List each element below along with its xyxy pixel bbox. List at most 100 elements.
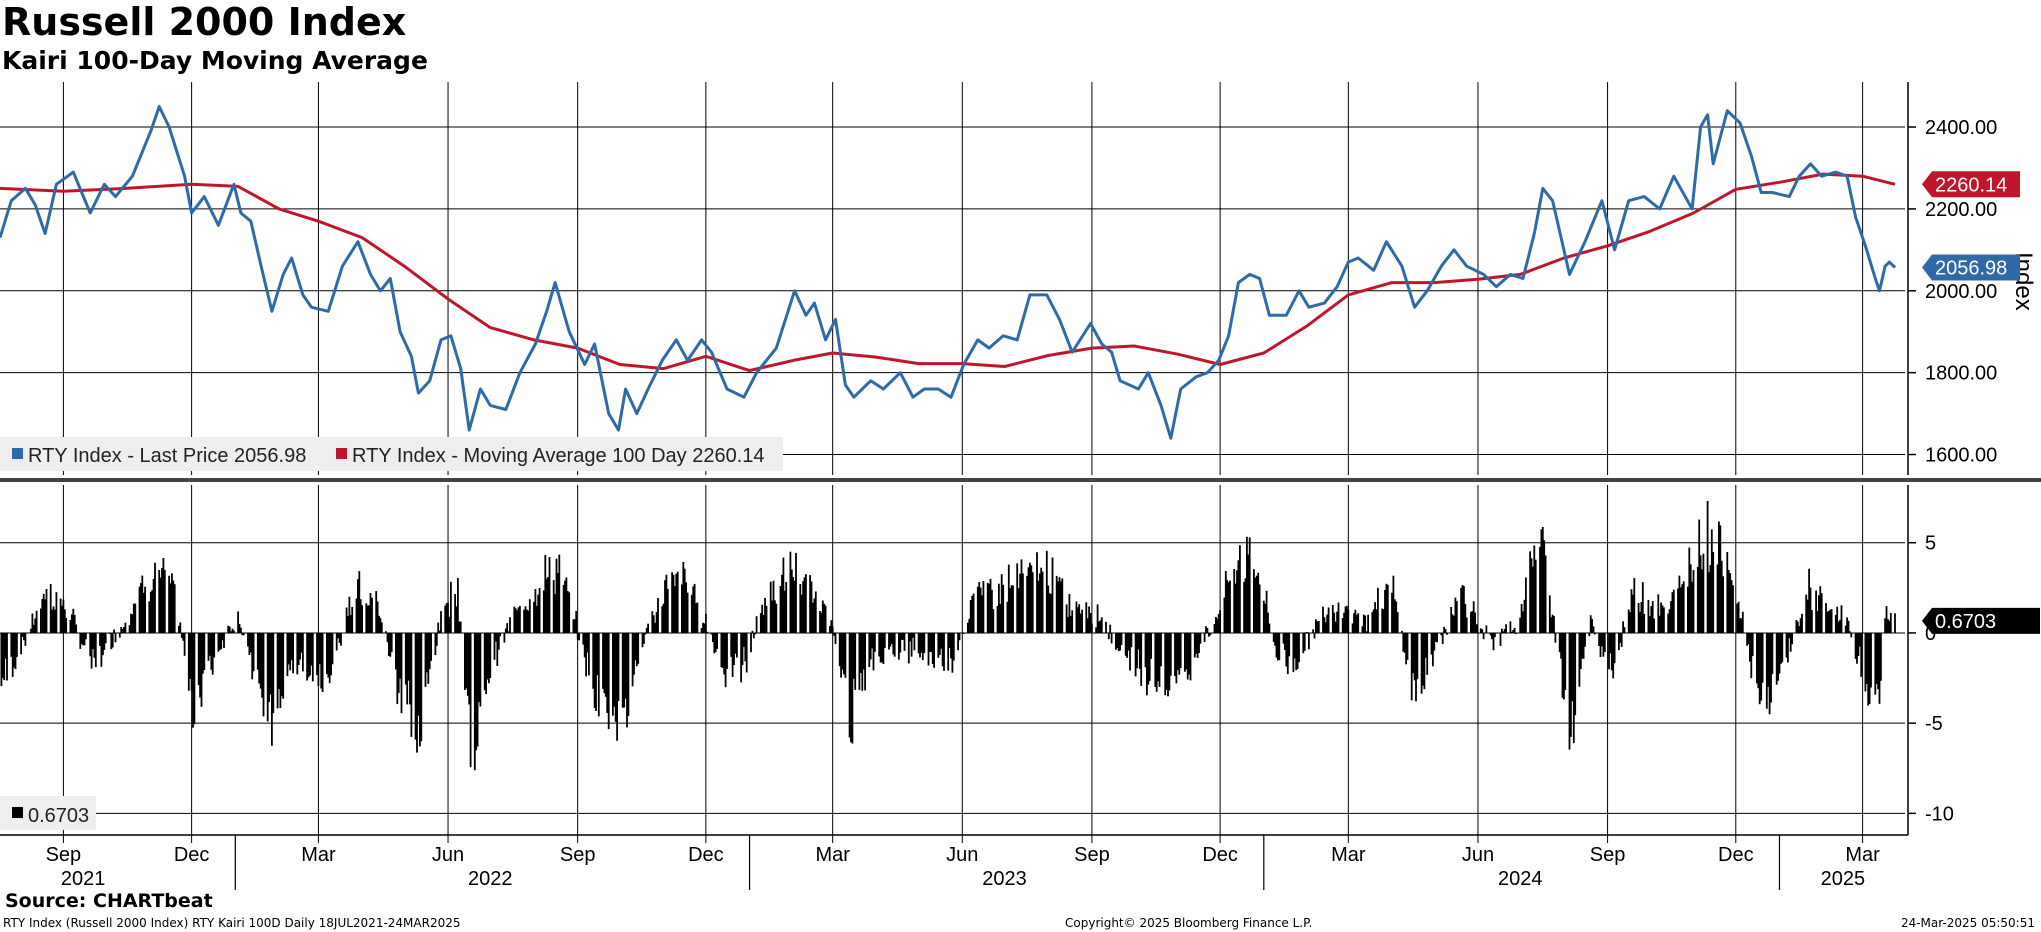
x-tick-label: Sep — [560, 844, 596, 866]
kairi-bar — [812, 602, 814, 633]
kairi-bar — [555, 558, 558, 633]
kairi-bar — [1627, 609, 1630, 633]
kairi-bar — [369, 593, 372, 633]
kairi-bar — [1519, 617, 1522, 633]
kairi-bar — [1809, 587, 1812, 633]
kairi-bar — [1584, 632, 1586, 647]
kairi-bar — [996, 606, 999, 633]
kairi-bar — [1150, 632, 1152, 659]
kairi-bar — [573, 619, 576, 633]
legend-label: RTY Index - Moving Average 100 Day 2260.… — [352, 445, 765, 467]
kairi-bar — [1858, 632, 1861, 647]
kairi-bar — [154, 562, 156, 633]
kairi-bar — [203, 632, 206, 670]
kairi-bar — [1781, 632, 1784, 663]
kairi-bar — [888, 632, 890, 650]
kairi-bar — [1391, 592, 1393, 633]
kairi-bar — [978, 582, 981, 633]
kairi-bar — [1117, 632, 1120, 652]
kairi-bar — [1760, 632, 1763, 701]
kairi-bar — [1000, 574, 1003, 633]
kairi-bar — [1272, 632, 1275, 642]
kairi-bar — [585, 632, 587, 677]
kairi-bar — [168, 575, 170, 633]
kairi-bar — [1224, 571, 1227, 633]
kairi-bar — [437, 622, 440, 633]
kairi-bar — [1563, 632, 1565, 700]
kairi-bar — [1780, 632, 1782, 664]
kairi-bar — [1558, 632, 1561, 653]
kairi-bar — [1471, 611, 1474, 633]
kairi-bar — [1827, 610, 1830, 633]
kairi-bar — [1402, 632, 1405, 652]
kairi-bar — [476, 632, 479, 747]
kairi-bar — [297, 632, 300, 665]
kairi-bar — [1647, 599, 1650, 633]
kairi-bar — [1243, 581, 1245, 633]
kairi-bar — [1571, 632, 1574, 702]
kairi-bar — [800, 594, 803, 633]
x-year-label: 2023 — [982, 868, 1027, 890]
kairi-bar — [1267, 612, 1269, 633]
kairi-bar — [513, 606, 516, 633]
kairi-bar — [1333, 612, 1336, 633]
kairi-bar — [1770, 632, 1772, 703]
kairi-bar — [930, 632, 933, 653]
kairi-bar — [496, 632, 499, 666]
kairi-bar — [1491, 632, 1493, 640]
kairi-bar — [89, 632, 92, 657]
kairi-bar — [710, 632, 713, 635]
kairi-bar — [1544, 555, 1547, 633]
kairi-bar — [743, 632, 745, 647]
kairi-bar — [1048, 593, 1051, 633]
kairi-bar — [814, 591, 817, 633]
kairi-bar — [1138, 632, 1141, 669]
kairi-bar — [1324, 622, 1327, 633]
kairi-bar — [1541, 527, 1544, 633]
kairi-bar — [69, 619, 72, 633]
kairi-bar — [907, 632, 910, 664]
kairi-bar — [1284, 632, 1286, 650]
kairi-bar — [981, 595, 983, 633]
kairi-bar — [1778, 632, 1781, 674]
kairi-bar — [1198, 632, 1200, 653]
kairi-bar — [399, 632, 401, 679]
kairi-bar — [1633, 578, 1636, 633]
kairi-bar — [311, 632, 314, 682]
kairi-bar — [276, 632, 279, 709]
kairi-bar — [651, 611, 654, 633]
kairi-bar — [1158, 632, 1161, 687]
kairi-bar — [626, 632, 628, 728]
kairi-bar — [1509, 621, 1512, 633]
kairi-bar — [1174, 632, 1176, 677]
kairi-bar — [368, 605, 370, 633]
kairi-bar — [507, 631, 510, 633]
kairi-bar — [731, 632, 734, 677]
kairi-bar — [830, 620, 833, 633]
kairi-bar — [1012, 585, 1014, 633]
kairi-bar — [59, 598, 62, 633]
kairi-bar — [588, 632, 590, 676]
kairi-bar — [1169, 632, 1172, 676]
kairi-bar — [1681, 584, 1684, 633]
kairi-bar — [359, 599, 362, 633]
kairi-bar — [1749, 632, 1751, 662]
kairi-bar — [221, 632, 224, 641]
kairi-bar — [1213, 624, 1216, 633]
kairi-bar — [1085, 602, 1088, 633]
kairi-bar — [238, 623, 241, 633]
kairi-bar — [793, 580, 796, 633]
kairi-bar — [1344, 606, 1347, 633]
kairi-bar — [1155, 632, 1158, 692]
kairi-bar — [327, 632, 330, 678]
kairi-bar — [1237, 560, 1240, 633]
kairi-bar — [1499, 632, 1502, 646]
kairi-bar — [447, 602, 449, 633]
kairi-bar — [695, 603, 697, 633]
x-tick-label: Dec — [1202, 844, 1238, 866]
kairi-bar — [1601, 632, 1603, 647]
kairi-bar — [1650, 606, 1653, 633]
kairi-bar — [726, 632, 728, 669]
footer-copyright: Copyright© 2025 Bloomberg Finance L.P. — [1065, 916, 1313, 930]
y-tick-label: 2200.00 — [1925, 199, 1997, 221]
